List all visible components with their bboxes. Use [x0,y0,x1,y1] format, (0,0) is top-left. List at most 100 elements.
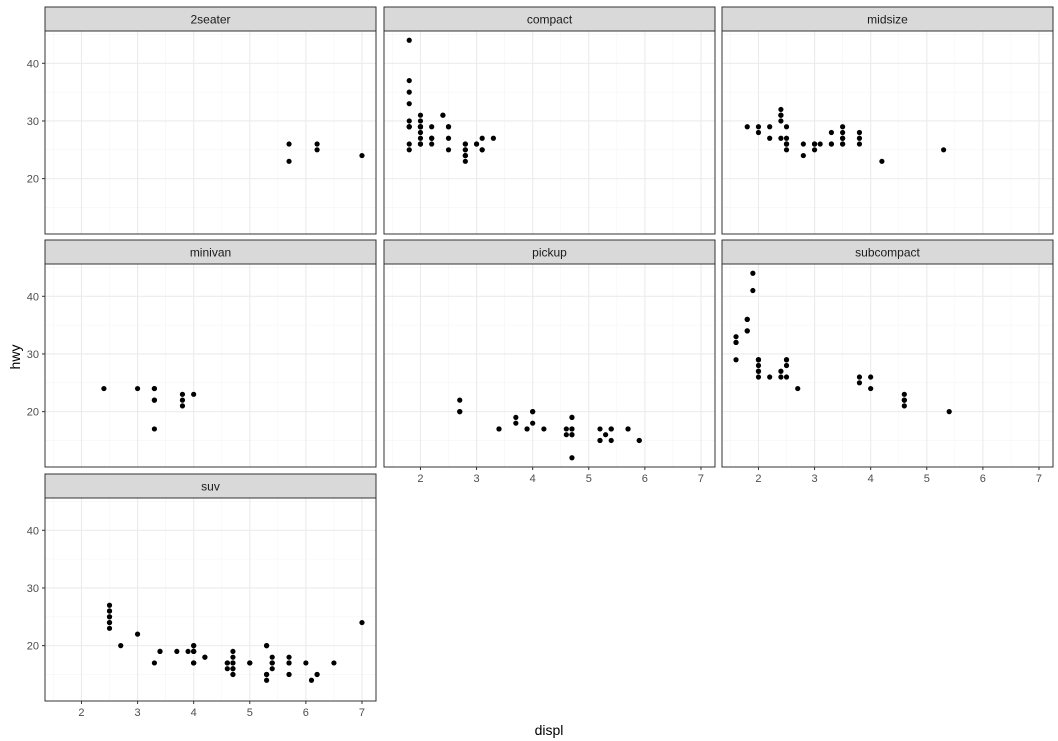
data-point [440,112,446,118]
data-point [840,124,846,130]
x-tick-label: 6 [303,707,309,719]
data-point [811,147,818,153]
data-point [179,403,186,409]
data-point [755,357,762,363]
data-point [755,124,762,130]
data-point [530,420,536,426]
data-point [457,397,463,403]
data-point [151,397,157,403]
y-tick-label: 20 [27,407,39,419]
data-point [286,660,292,666]
data-point [733,339,739,346]
data-point [269,666,275,672]
data-point [151,660,157,666]
data-point [359,619,365,626]
facet-strip [383,239,716,265]
data-point [946,409,952,415]
data-point [106,625,113,631]
data-point [479,135,485,141]
data-point [179,397,186,403]
data-point [359,152,365,159]
x-tick-label: 5 [586,473,592,485]
y-tick-label: 30 [27,349,39,361]
facet-strip [383,6,716,32]
data-point [856,374,863,380]
data-point [783,124,790,130]
data-point [755,129,762,136]
data-point [733,334,739,340]
data-point [856,141,863,147]
y-tick-label: 20 [27,174,39,186]
panel-background [45,31,376,234]
panel-background [45,264,376,467]
x-tick-label: 2 [417,473,423,485]
data-point [828,141,834,147]
data-point [868,374,874,380]
data-point [778,112,784,118]
data-point [230,654,236,660]
x-tick-label: 5 [924,473,930,485]
data-point [445,147,452,153]
y-tick-label: 30 [27,583,39,595]
y-tick-label: 20 [27,641,39,653]
data-point [569,414,575,421]
data-point [783,362,790,369]
data-point [314,141,320,147]
x-tick-label: 7 [698,473,704,485]
data-point [603,432,609,438]
data-point [286,141,292,147]
panel-border [44,497,377,702]
data-point [106,619,113,626]
data-point [783,374,790,380]
data-point [331,660,337,666]
data-point [541,426,547,432]
data-point [286,654,292,660]
data-point [795,385,801,392]
data-point [513,420,519,426]
facet-strip-label: midsize [867,13,908,27]
data-point [750,287,756,294]
data-point [473,141,480,147]
data-point [767,135,773,141]
data-point [264,677,270,683]
data-point [783,147,790,153]
facet-strip [721,6,1054,32]
x-tick-label: 7 [359,707,365,719]
data-point [462,147,468,153]
data-point [879,158,885,164]
facet-strip-label: 2seater [190,13,230,27]
data-point [269,654,275,660]
data-point [496,426,502,432]
data-point [230,660,236,666]
data-point [429,141,435,147]
panel-background [722,264,1053,467]
x-tick-label: 7 [1036,473,1042,485]
y-axis-title: hwy [7,345,23,370]
data-point [569,455,575,461]
x-axis-title: displ [535,722,564,738]
panel-border [383,263,716,468]
data-point [157,648,163,655]
data-point [755,374,762,380]
panel-border [44,263,377,468]
data-point [224,666,230,672]
data-point [767,374,773,380]
facet-strip [721,239,1054,265]
facet-panel-2seater: 2seater 20 30 40 [27,6,377,235]
data-point [191,648,197,655]
data-point [479,147,485,153]
x-tick-label: 3 [812,473,818,485]
data-point [569,426,575,432]
data-point [901,403,907,409]
data-point [817,141,823,147]
data-point [417,141,424,147]
facet-strip [44,239,377,265]
facet-panel-compact: compact [383,6,716,235]
data-point [856,380,863,386]
data-point [941,147,947,153]
x-tick-label: 5 [247,707,253,719]
data-point [191,660,197,666]
data-point [778,374,784,380]
facet-panel-pickup: pickup 2 3 4 5 6 7 [383,239,716,485]
x-tick-label: 6 [980,473,986,485]
